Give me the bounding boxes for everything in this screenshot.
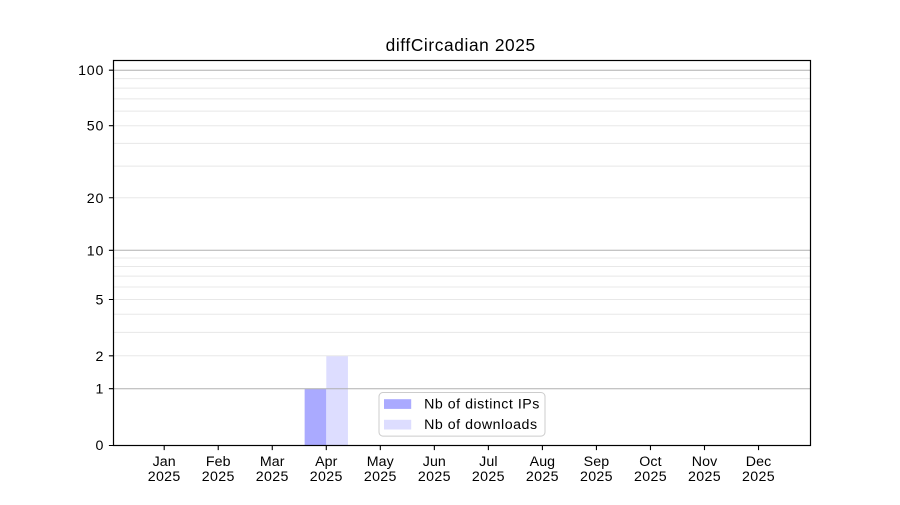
svg-text:Nov: Nov xyxy=(692,454,718,470)
svg-text:50: 50 xyxy=(87,119,104,135)
svg-text:10: 10 xyxy=(87,243,104,259)
svg-text:5: 5 xyxy=(95,292,104,308)
svg-text:2: 2 xyxy=(95,349,104,365)
svg-text:Nb of downloads: Nb of downloads xyxy=(424,417,537,433)
svg-text:2025: 2025 xyxy=(526,469,559,485)
svg-text:2025: 2025 xyxy=(418,469,451,485)
svg-text:May: May xyxy=(367,454,395,470)
svg-text:Dec: Dec xyxy=(746,454,772,470)
svg-text:Jun: Jun xyxy=(423,454,446,470)
svg-text:0: 0 xyxy=(95,438,104,454)
svg-text:diffCircadian 2025: diffCircadian 2025 xyxy=(386,35,536,55)
svg-text:Apr: Apr xyxy=(315,454,338,470)
svg-text:2025: 2025 xyxy=(364,469,397,485)
svg-text:2025: 2025 xyxy=(688,469,721,485)
svg-text:20: 20 xyxy=(87,191,104,207)
svg-text:2025: 2025 xyxy=(202,469,235,485)
svg-text:100: 100 xyxy=(78,63,104,79)
svg-text:Nb of distinct IPs: Nb of distinct IPs xyxy=(424,396,540,412)
svg-text:2025: 2025 xyxy=(472,469,505,485)
svg-text:1: 1 xyxy=(95,382,104,398)
svg-text:Oct: Oct xyxy=(639,454,661,470)
svg-text:Jul: Jul xyxy=(479,454,497,470)
svg-text:2025: 2025 xyxy=(256,469,289,485)
svg-text:2025: 2025 xyxy=(742,469,775,485)
svg-text:2025: 2025 xyxy=(148,469,181,485)
svg-text:Jan: Jan xyxy=(153,454,176,470)
svg-text:2025: 2025 xyxy=(580,469,613,485)
svg-text:Mar: Mar xyxy=(260,454,285,470)
svg-text:2025: 2025 xyxy=(634,469,667,485)
svg-text:Aug: Aug xyxy=(530,454,556,470)
svg-text:Sep: Sep xyxy=(584,454,610,470)
svg-text:2025: 2025 xyxy=(310,469,343,485)
svg-text:Feb: Feb xyxy=(206,454,231,470)
